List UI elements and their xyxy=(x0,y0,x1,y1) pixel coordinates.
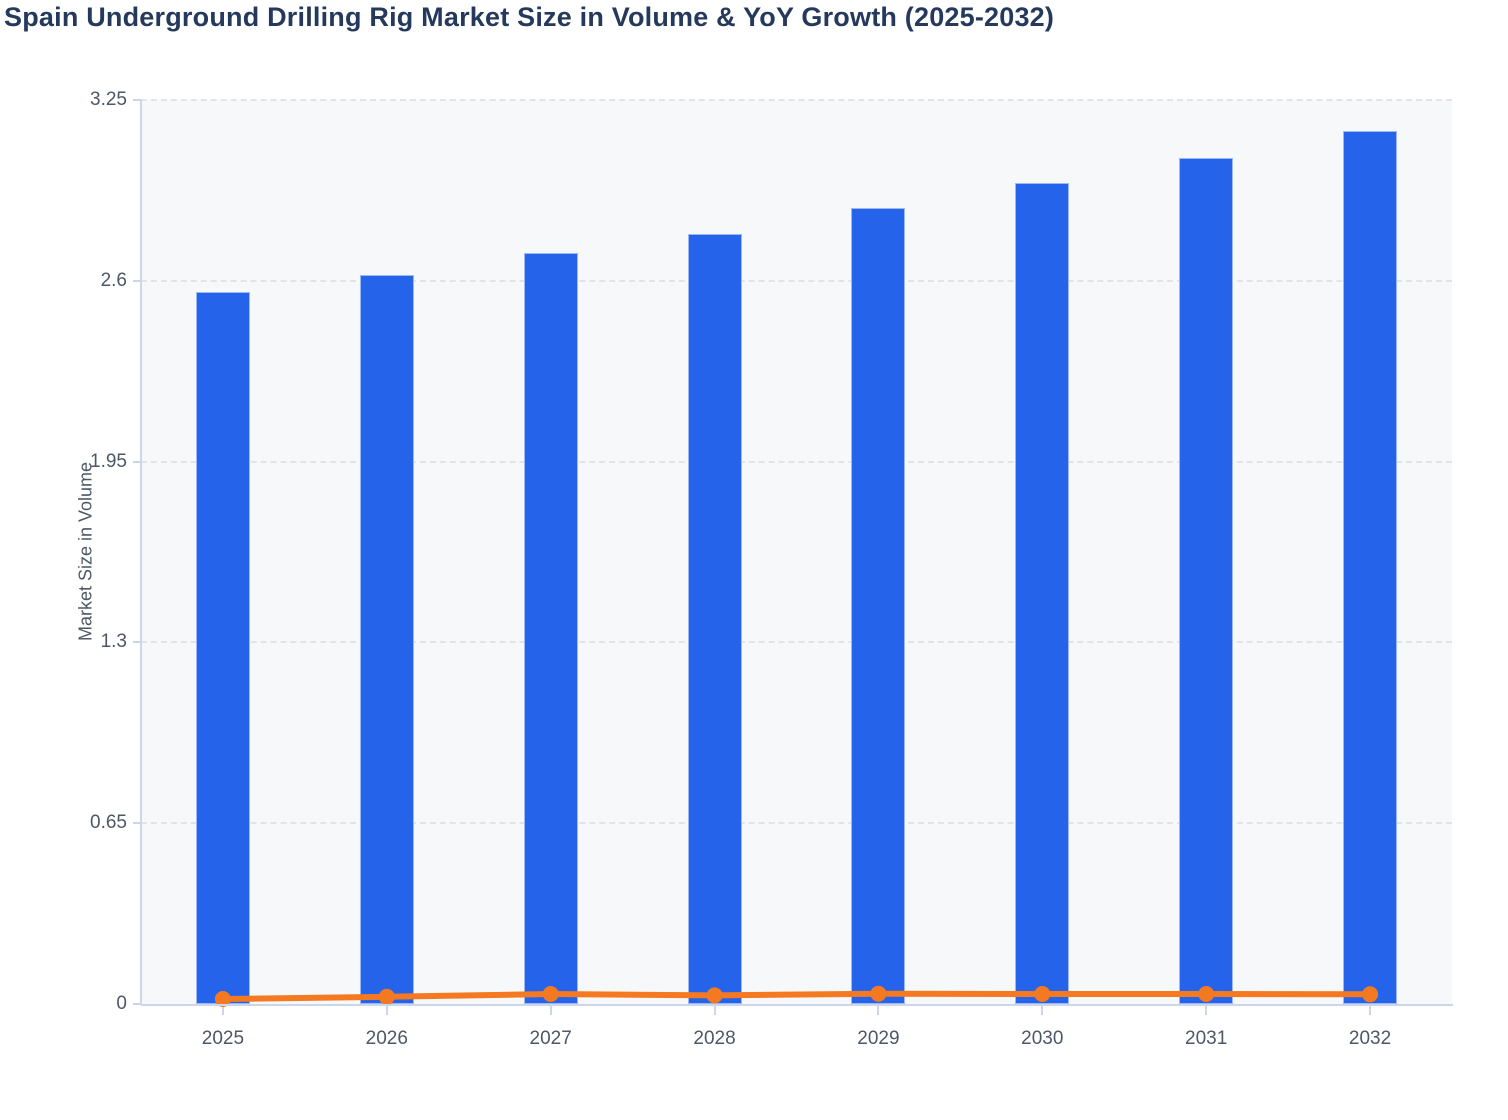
x-axis-label-2026: 2026 xyxy=(365,1028,408,1049)
x-tick-2030 xyxy=(1041,1006,1044,1015)
y-tick-3.25 xyxy=(133,99,141,101)
y-tick-2.6 xyxy=(133,279,141,282)
gridline-1.3 xyxy=(141,641,1452,644)
gridline-3.25 xyxy=(141,99,1452,101)
y-axis-label: 1.95 xyxy=(90,450,127,472)
y-axis-label: 2.6 xyxy=(100,269,127,291)
bar-2027[interactable] xyxy=(523,252,578,1004)
chart-title: Spain Underground Drilling Rig Market Si… xyxy=(4,2,1055,32)
x-axis-label-2025: 2025 xyxy=(201,1028,245,1049)
yoy-point-2026[interactable] xyxy=(378,988,395,1005)
x-axis-line xyxy=(141,1004,1453,1006)
y-axis-label: 1.3 xyxy=(100,631,127,653)
y-axis-label: 3.25 xyxy=(90,89,127,110)
y-axis-label: 0 xyxy=(116,993,127,1014)
yoy-point-2029[interactable] xyxy=(870,985,887,1002)
y-tick-1.3 xyxy=(133,641,141,644)
x-axis-label-2030: 2030 xyxy=(1021,1028,1064,1049)
bar-2029[interactable] xyxy=(851,208,906,1004)
x-tick-2028 xyxy=(713,1006,716,1015)
bar-2025[interactable] xyxy=(195,291,250,1004)
x-tick-2026 xyxy=(385,1006,388,1015)
x-tick-2027 xyxy=(549,1006,552,1015)
x-axis-label-2029: 2029 xyxy=(857,1028,900,1049)
yoy-point-2032[interactable] xyxy=(1362,986,1379,1003)
yoy-point-2030[interactable] xyxy=(1034,986,1051,1002)
gridline-0.65 xyxy=(141,822,1452,825)
x-axis-label-2027: 2027 xyxy=(529,1028,572,1049)
x-axis-label-2031: 2031 xyxy=(1185,1028,1228,1049)
yoy-growth-line xyxy=(219,990,1374,1002)
bar-2026[interactable] xyxy=(359,275,414,1004)
x-tick-2029 xyxy=(877,1006,880,1015)
y-tick-0.65 xyxy=(133,822,141,825)
yoy-point-2025[interactable] xyxy=(214,991,231,1007)
bar-2030[interactable] xyxy=(1015,183,1070,1004)
bar-2032[interactable] xyxy=(1343,130,1398,1004)
y-axis-line xyxy=(140,100,142,1005)
plot-area xyxy=(141,100,1452,1004)
y-axis-label: 0.65 xyxy=(90,812,127,834)
x-axis-label-2028: 2028 xyxy=(693,1028,736,1049)
x-tick-2032 xyxy=(1369,1006,1372,1015)
yoy-point-2027[interactable] xyxy=(542,986,559,1002)
bar-2031[interactable] xyxy=(1179,158,1234,1004)
yoy-point-2028[interactable] xyxy=(706,987,723,1004)
y-tick-0 xyxy=(133,1003,141,1005)
y-tick-1.95 xyxy=(133,460,141,463)
gridline-1.95 xyxy=(141,460,1452,463)
gridline-2.6 xyxy=(141,279,1452,282)
yoy-point-2031[interactable] xyxy=(1198,986,1215,1002)
x-tick-2025 xyxy=(221,1006,224,1015)
x-tick-2031 xyxy=(1205,1006,1208,1015)
bar-2028[interactable] xyxy=(687,233,742,1004)
x-axis-label-2032: 2032 xyxy=(1348,1028,1392,1049)
